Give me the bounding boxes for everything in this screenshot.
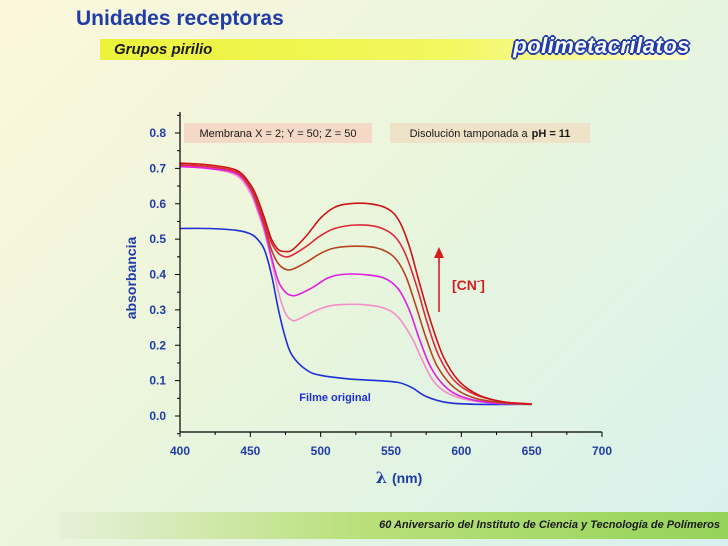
legend-solution-prefix: Disolución tamponada a — [410, 128, 529, 140]
x-axis-lambda: λ — [376, 468, 387, 487]
series-line-4 — [179, 164, 532, 406]
x-tick-label: 500 — [311, 444, 331, 458]
legend-box-membrane: Membrana X = 2; Y = 50; Z = 50 — [184, 123, 372, 143]
y-tick-label: 0.4 — [149, 268, 166, 282]
y-tick-label: 0.8 — [149, 126, 166, 140]
x-tick-label: 600 — [451, 444, 471, 458]
cn-label-main: [CN — [452, 277, 477, 293]
cn-label: [CN-] — [452, 276, 485, 293]
cn-label-sup: - — [477, 276, 480, 287]
legend-box-solution: Disolución tamponada a pH = 11 — [390, 123, 590, 143]
main-title: Unidades receptoras — [76, 7, 284, 30]
x-tick-label: 400 — [170, 444, 190, 458]
legend-solution-ph: pH = 11 — [532, 128, 571, 140]
absorbance-chart: Membrana X = 2; Y = 50; Z = 50 Disolució… — [123, 112, 612, 487]
footer-band — [60, 512, 728, 539]
y-tick-label: 0.6 — [149, 197, 166, 211]
legend-solution-text: Disolución tamponada a pH = 11 — [410, 128, 571, 140]
x-tick-label: 650 — [522, 444, 542, 458]
cn-label-end: ] — [480, 277, 485, 293]
y-tick-label: 0.7 — [149, 161, 166, 175]
subtitle-band — [100, 39, 688, 60]
x-tick-label: 450 — [240, 444, 260, 458]
y-tick-label: 0.2 — [149, 338, 166, 352]
y-tick-label: 0.5 — [149, 232, 166, 246]
subtitle: Grupos pirilio — [114, 41, 213, 58]
x-tick-label: 700 — [592, 444, 612, 458]
cn-arrow-head — [434, 247, 444, 258]
x-axis-unit: (nm) — [392, 470, 422, 486]
brand-logo: polimetacrilatos — [513, 33, 690, 58]
legend-box-solution-bg — [390, 123, 590, 143]
series-line-3 — [179, 165, 532, 406]
plot-area — [180, 112, 602, 432]
x-axis-label: λ (nm) — [376, 468, 423, 487]
y-tick-label: 0.0 — [149, 409, 166, 423]
x-tick-label: 550 — [381, 444, 401, 458]
series-line-2 — [179, 165, 532, 406]
legend-membrane-text: Membrana X = 2; Y = 50; Z = 50 — [199, 128, 356, 140]
filme-original-label: Filme original — [299, 392, 371, 404]
footer-text: 60 Aniversario del Instituto de Ciencia … — [379, 519, 720, 531]
series-line-1 — [179, 227, 532, 406]
y-tick-label: 0.1 — [149, 374, 166, 388]
y-axis-label: absorbancia — [123, 237, 139, 320]
y-tick-label: 0.3 — [149, 303, 166, 317]
legend-box-membrane-bg — [184, 123, 372, 143]
series-line-6 — [179, 162, 532, 405]
